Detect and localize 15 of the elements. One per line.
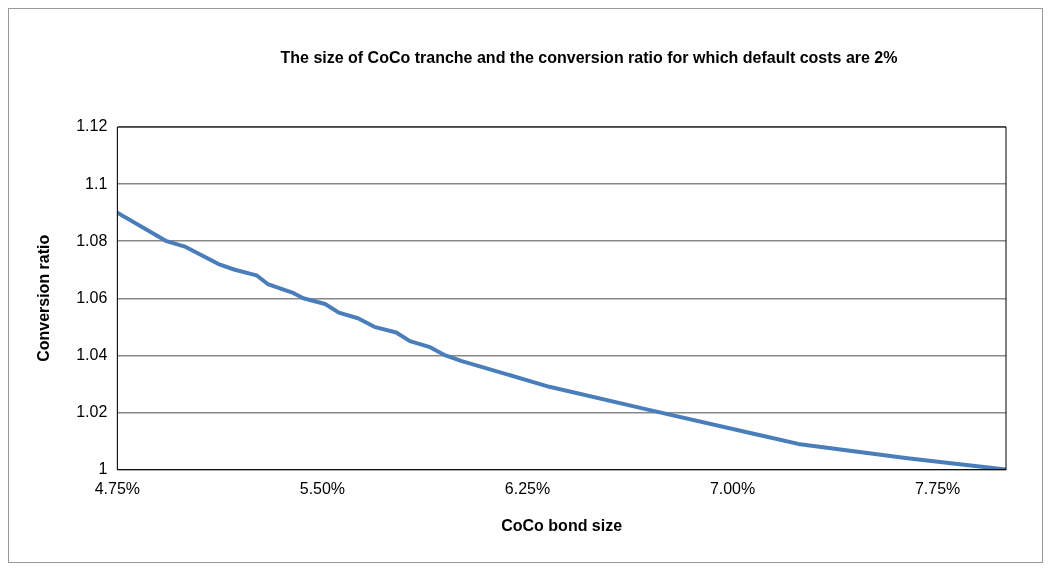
y-tick-label: 1 <box>98 460 108 478</box>
x-tick-label: 4.75% <box>94 479 141 497</box>
y-tick-label: 1.04 <box>76 345 108 363</box>
y-tick-label: 1.08 <box>76 231 108 249</box>
y-tick-label: 1.06 <box>76 288 108 306</box>
y-tick-label: 1.1 <box>85 174 108 192</box>
y-tick-label: 1.12 <box>76 117 108 135</box>
x-tick-label: 5.50% <box>299 479 346 497</box>
x-axis-title: CoCo bond size <box>501 516 623 534</box>
y-tick-label: 1.02 <box>76 402 108 420</box>
x-tick-label: 7.75% <box>914 479 961 497</box>
y-axis-title: Conversion ratio <box>35 234 53 362</box>
chart-title: The size of CoCo tranche and the conversion ratio for which default costs are 2% <box>279 48 899 68</box>
x-tick-label: 6.25% <box>504 479 551 497</box>
x-tick-label: 7.00% <box>709 479 756 497</box>
